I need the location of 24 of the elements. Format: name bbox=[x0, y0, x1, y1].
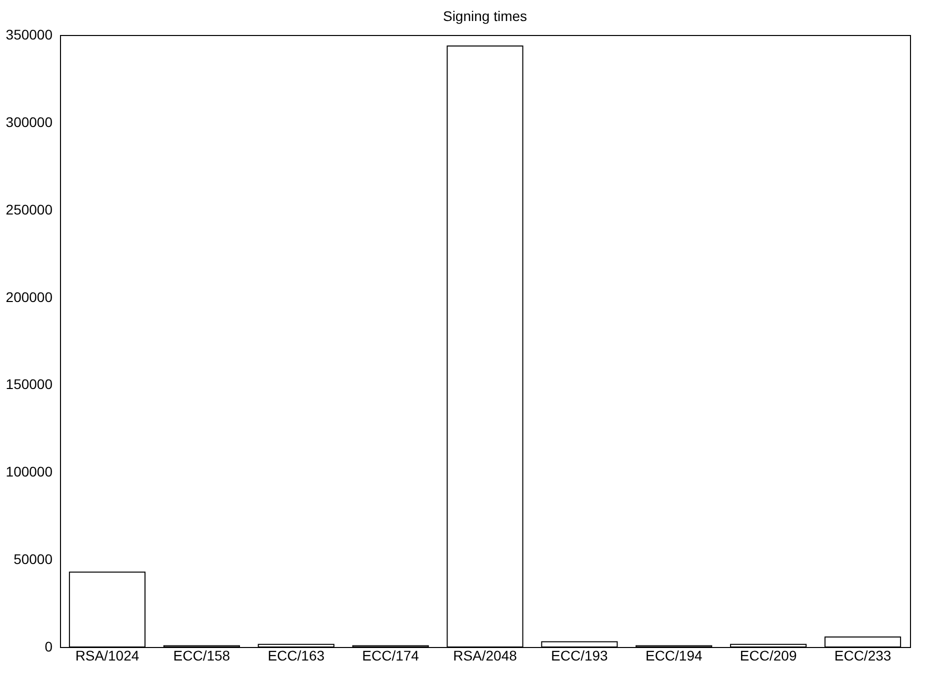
y-tick-label: 150000 bbox=[6, 376, 53, 392]
y-tick-label: 0 bbox=[44, 638, 53, 654]
x-tick-label: ECC/158 bbox=[173, 648, 230, 664]
y-tick-label: 300000 bbox=[6, 114, 53, 130]
x-tick-label: ECC/233 bbox=[834, 648, 892, 664]
y-tick-label: 50000 bbox=[14, 551, 53, 568]
x-tick-label: ECC/174 bbox=[362, 648, 420, 664]
y-tick-label: 350000 bbox=[6, 26, 53, 42]
x-tick-label: ECC/194 bbox=[645, 648, 703, 664]
x-tick-label: ECC/193 bbox=[551, 648, 608, 664]
bar bbox=[258, 644, 334, 648]
bar bbox=[541, 641, 618, 648]
y-tick-label: 250000 bbox=[6, 201, 53, 218]
bar bbox=[68, 572, 146, 648]
y-tick-label: 100000 bbox=[6, 464, 53, 480]
bar bbox=[824, 636, 902, 648]
chart-title: Signing times bbox=[442, 8, 528, 24]
x-tick-label: ECC/209 bbox=[740, 648, 797, 664]
bar bbox=[730, 644, 807, 648]
x-tick-label: RSA/2048 bbox=[453, 648, 518, 664]
y-tick-label: 200000 bbox=[6, 288, 53, 305]
bar bbox=[446, 46, 524, 648]
x-tick-label: ECC/163 bbox=[268, 648, 325, 664]
x-tick-label: RSA/1024 bbox=[75, 648, 140, 664]
